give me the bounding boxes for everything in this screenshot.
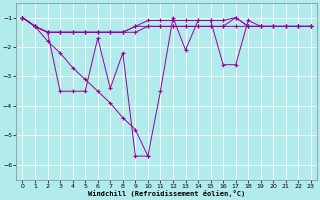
X-axis label: Windchill (Refroidissement éolien,°C): Windchill (Refroidissement éolien,°C) <box>88 190 245 197</box>
